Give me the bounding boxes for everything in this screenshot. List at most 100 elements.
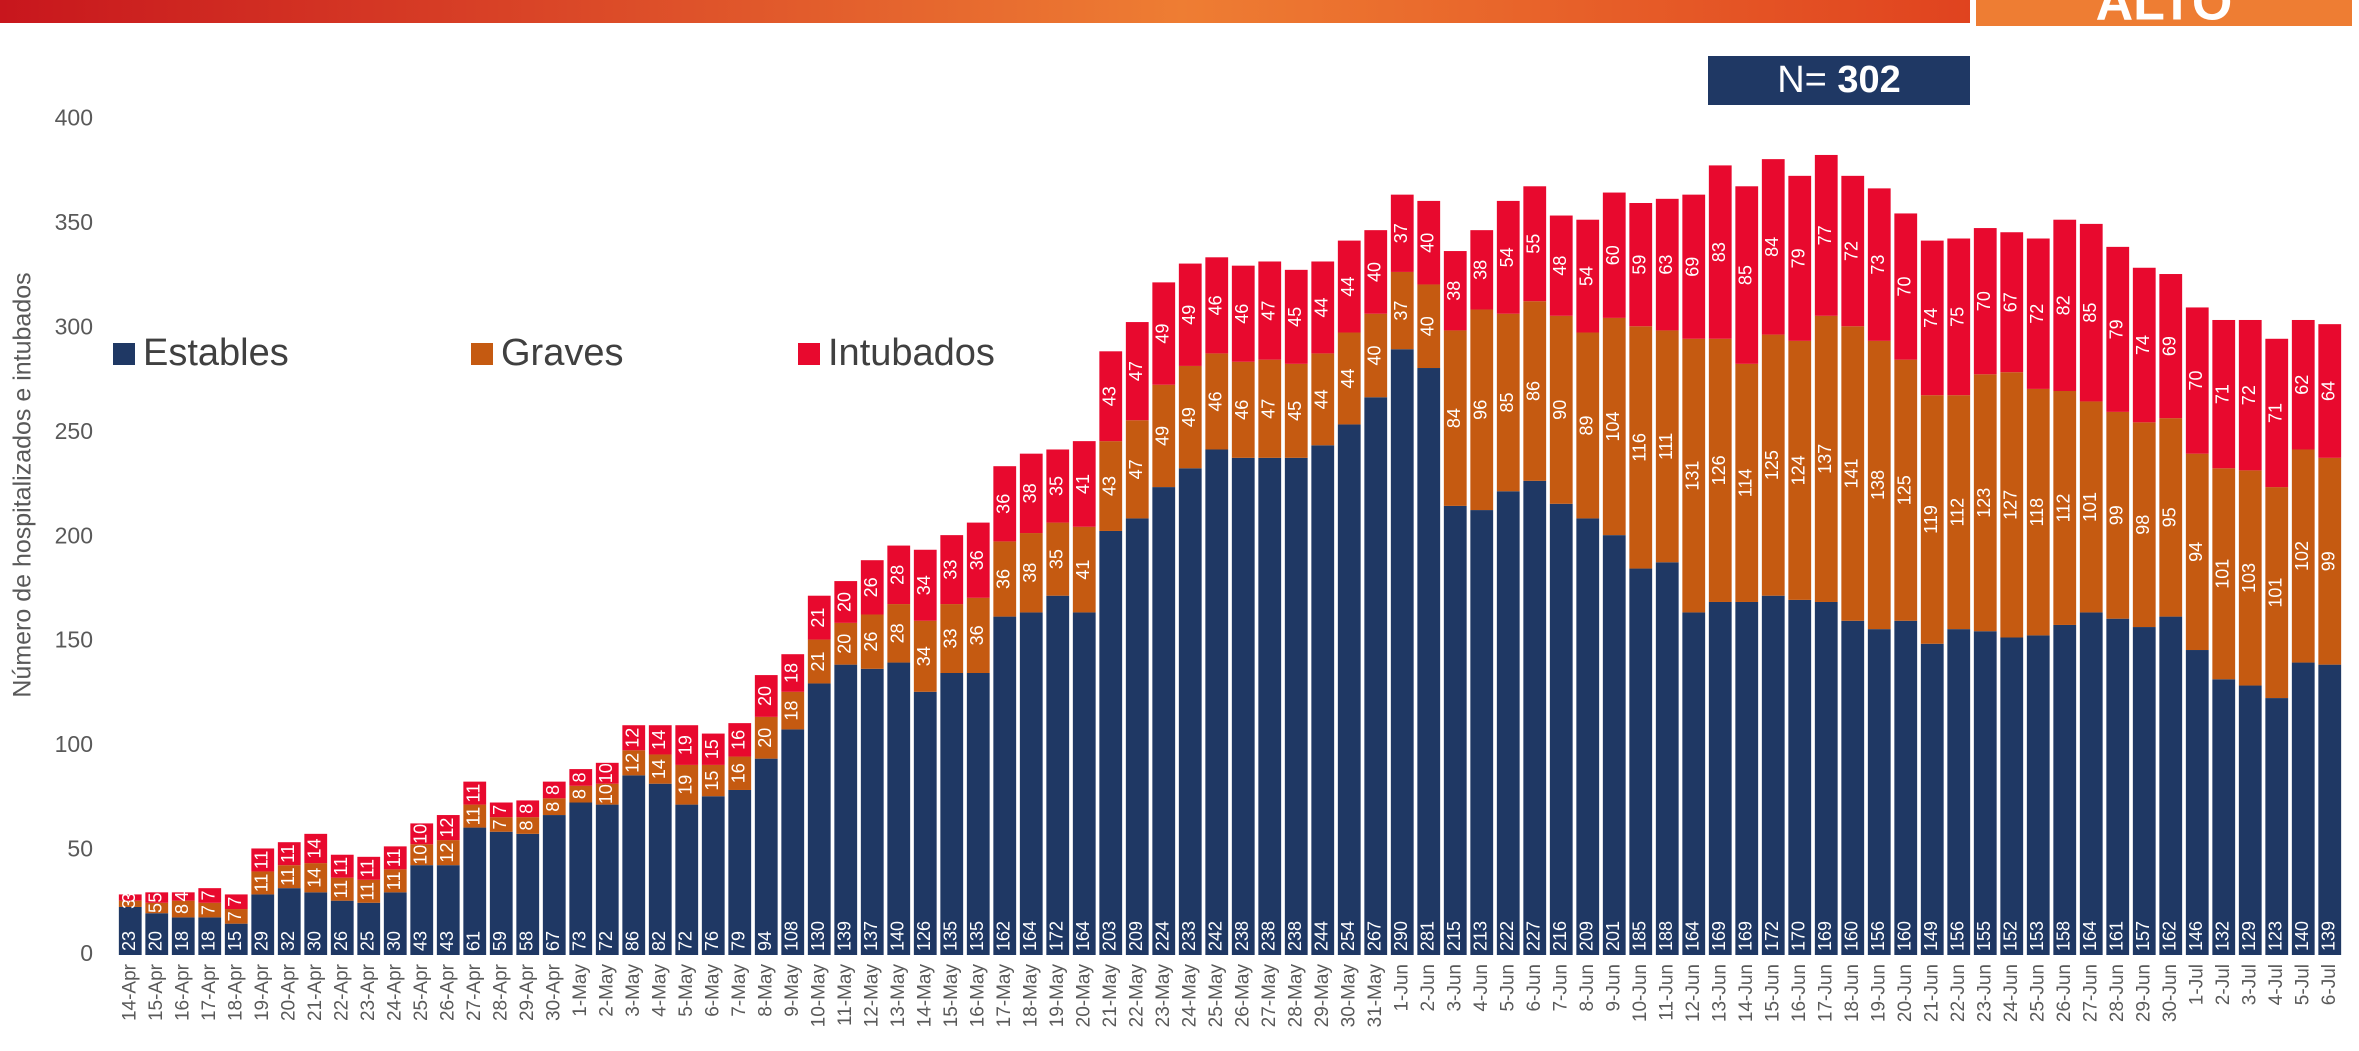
bar-segment [887,545,911,605]
x-tick-label: 25-May [1206,964,1227,1028]
data-label: 267 [1365,921,1385,951]
bar-segment [1841,620,1865,955]
bar-segment [1655,562,1679,955]
data-label: 169 [1815,921,1835,951]
data-label: 8 [172,904,192,914]
data-label: 79 [729,931,749,951]
x-tick-label: 22-May [1126,964,1147,1028]
data-label: 40 [1365,345,1385,365]
bar-segment [728,756,752,790]
data-label: 213 [1471,921,1491,951]
data-label: 40 [1365,262,1385,282]
data-label: 11 [331,857,351,876]
x-tick-label: 24-Jun [2001,964,2022,1022]
y-tick-label: 50 [67,836,93,862]
x-tick-label: 20-May [1073,964,1094,1028]
bar-segment [1867,629,1891,955]
data-label: 161 [2107,921,2127,951]
bar-segment [1761,334,1785,596]
bar-segment [701,764,725,797]
data-label: 101 [2266,578,2286,608]
data-label: 7 [199,890,219,900]
data-label: 164 [1020,921,1040,951]
bar-segment [2185,650,2209,955]
data-label: 137 [861,921,881,951]
bar-segment [330,854,354,878]
bar-segment [2185,307,2209,454]
data-label: 112 [1948,498,1968,527]
bar-segment [1841,175,1865,327]
data-label: 290 [1391,921,1411,951]
data-label: 38 [1020,483,1040,503]
data-label: 74 [1921,308,1941,328]
data-label: 7 [199,905,219,915]
bar-segment [2238,685,2262,955]
data-label: 20 [835,634,855,654]
data-label: 73 [1868,255,1888,275]
bar-segment [357,879,381,903]
x-tick-label: 2-Jul [2213,964,2234,1005]
x-tick-label: 14-Apr [119,963,140,1021]
data-label: 162 [2160,921,2180,951]
bar-segment [1867,188,1891,341]
x-tick-label: 15-Jun [1762,964,1783,1022]
bar-segment [198,917,222,955]
x-tick-label: 26-Jun [2054,964,2075,1022]
bar-segment [1947,395,1971,630]
data-label: 21 [808,651,828,671]
plot-area: 0501001502002503003504004502320181815293… [55,0,2342,1027]
bar-segment [1099,530,1123,955]
data-label: 83 [1709,242,1729,262]
data-label: 139 [835,921,855,951]
bar-segment [1443,330,1467,506]
data-label: 33 [941,560,961,580]
bar-segment [2079,612,2103,955]
bar-segment [1920,240,1944,396]
x-tick-label: 13-May [888,964,909,1028]
bar-segment [993,541,1017,617]
data-label: 46 [1206,295,1226,315]
x-tick-label: 6-Jul [2319,964,2340,1005]
bar-segment [1470,230,1494,310]
bar-segment [1178,468,1202,955]
data-label: 49 [1153,426,1173,446]
data-label: 242 [1206,921,1226,951]
bar-segment [807,683,831,955]
y-tick-label: 400 [55,105,93,131]
data-label: 63 [1656,255,1676,275]
bar-segment [1629,568,1653,955]
data-label: 170 [1789,921,1809,951]
bar-segment [1602,317,1626,536]
data-label: 8 [543,802,563,812]
bar-segment [1867,340,1891,630]
bar-segment [1205,353,1229,450]
bar-segment [860,668,884,955]
bar-segment [860,614,884,669]
x-tick-label: 15-May [941,964,962,1028]
bar-segment [2132,422,2156,628]
data-label: 72 [1842,241,1862,261]
n-value: 302 [1837,59,1900,101]
data-label: 20 [835,592,855,612]
bar-segment [1072,526,1096,613]
x-tick-label: 13-Jun [1709,964,1730,1022]
level-label: ALTO [2096,0,2233,32]
data-label: 14 [305,838,325,858]
bar-segment [2132,267,2156,423]
x-tick-label: 19-Apr [252,963,273,1021]
legend-label: Intubados [828,332,995,374]
data-label: 16 [729,730,749,750]
data-label: 19 [676,775,696,795]
bar-segment [834,664,858,955]
bar-segment [1549,503,1573,955]
bar-segment [675,804,699,955]
data-label: 131 [1683,461,1703,491]
x-tick-label: 16-Apr [172,963,193,1021]
data-label: 123 [1974,488,1994,518]
data-label: 209 [1577,921,1597,951]
bar-segment [1708,165,1732,339]
data-label: 29 [252,931,272,951]
data-label: 11 [358,859,378,878]
bar-segment [330,877,354,901]
